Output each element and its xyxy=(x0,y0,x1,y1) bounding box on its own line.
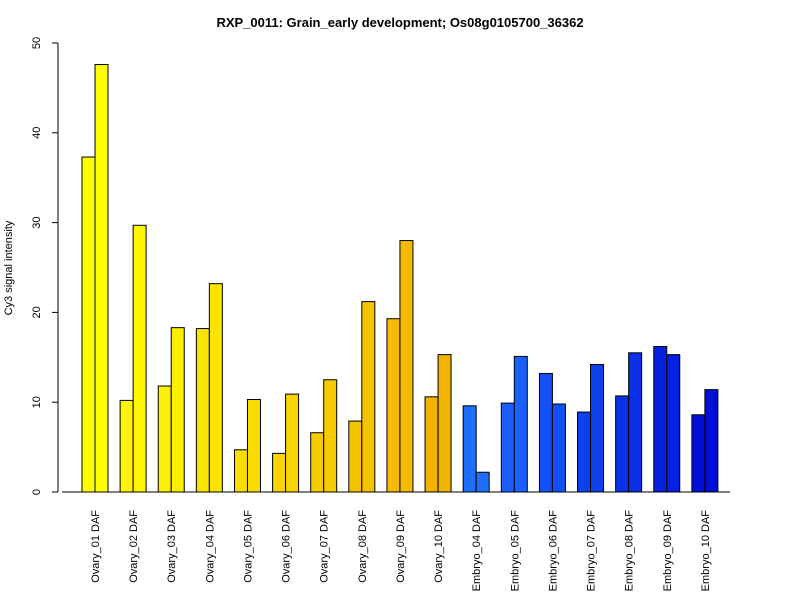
x-tick-label: Embryo_05 DAF xyxy=(509,510,521,592)
x-tick-label: Ovary_09 DAF xyxy=(395,510,407,583)
bar xyxy=(653,346,668,493)
y-axis: 0 10 20 30 40 50 xyxy=(31,37,59,495)
bar xyxy=(272,452,287,493)
bar xyxy=(704,389,719,493)
bar xyxy=(500,402,515,493)
y-tick-label: 0 xyxy=(31,489,43,495)
bar xyxy=(475,471,490,493)
bar xyxy=(361,301,376,493)
bar xyxy=(310,432,325,493)
bar xyxy=(157,385,172,493)
y-tick-label: 10 xyxy=(31,396,43,408)
y-tick-label: 40 xyxy=(31,127,43,139)
bar xyxy=(513,355,528,493)
y-tick-label: 30 xyxy=(31,216,43,228)
bar xyxy=(628,352,643,493)
chart-title: RXP_0011: Grain_early development; Os08g… xyxy=(216,15,583,30)
x-tick-label: Ovary_06 DAF xyxy=(281,510,293,583)
bar xyxy=(386,318,401,493)
x-tick-label: Ovary_01 DAF xyxy=(90,510,102,583)
bar xyxy=(551,403,566,493)
x-tick-label: Ovary_05 DAF xyxy=(242,510,254,583)
y-axis-label: Cy3 signal intensity xyxy=(3,220,15,315)
x-tick-label: Embryo_06 DAF xyxy=(547,510,559,592)
bar xyxy=(577,411,592,493)
bar xyxy=(590,363,605,493)
x-tick-label: Ovary_02 DAF xyxy=(128,510,140,583)
bar xyxy=(119,399,134,493)
bar xyxy=(399,240,414,493)
bar xyxy=(246,399,261,493)
bar xyxy=(666,354,681,493)
x-tick-label: Ovary_08 DAF xyxy=(357,510,369,583)
bar xyxy=(170,327,185,493)
x-tick-label: Ovary_07 DAF xyxy=(319,510,331,583)
y-tick-label: 50 xyxy=(31,37,43,49)
bar xyxy=(437,354,452,493)
x-tick-label: Embryo_07 DAF xyxy=(586,510,598,592)
x-tick-label: Ovary_10 DAF xyxy=(433,510,445,583)
bar xyxy=(208,283,223,493)
bar xyxy=(132,224,147,493)
y-tick-label: 20 xyxy=(31,306,43,318)
x-tick-label: Embryo_08 DAF xyxy=(624,510,636,592)
bar xyxy=(195,328,210,493)
bar xyxy=(81,156,96,493)
bar xyxy=(538,372,553,493)
bar xyxy=(233,449,248,493)
bar xyxy=(424,396,439,493)
bar xyxy=(94,64,109,493)
bar xyxy=(285,393,300,493)
bars-group xyxy=(81,64,719,493)
bar xyxy=(691,414,706,493)
x-tick-label: Ovary_03 DAF xyxy=(166,510,178,583)
x-tick-label: Embryo_04 DAF xyxy=(471,510,483,592)
x-tick-labels: Ovary_01 DAF Ovary_02 DAF Ovary_03 DAF Ovar… xyxy=(90,510,712,592)
bar xyxy=(348,420,363,493)
bar xyxy=(323,379,338,493)
x-tick-label: Ovary_04 DAF xyxy=(204,510,216,583)
bar xyxy=(462,405,477,493)
bar xyxy=(615,395,630,493)
x-tick-label: Embryo_09 DAF xyxy=(662,510,674,592)
x-tick-label: Embryo_10 DAF xyxy=(700,510,712,592)
